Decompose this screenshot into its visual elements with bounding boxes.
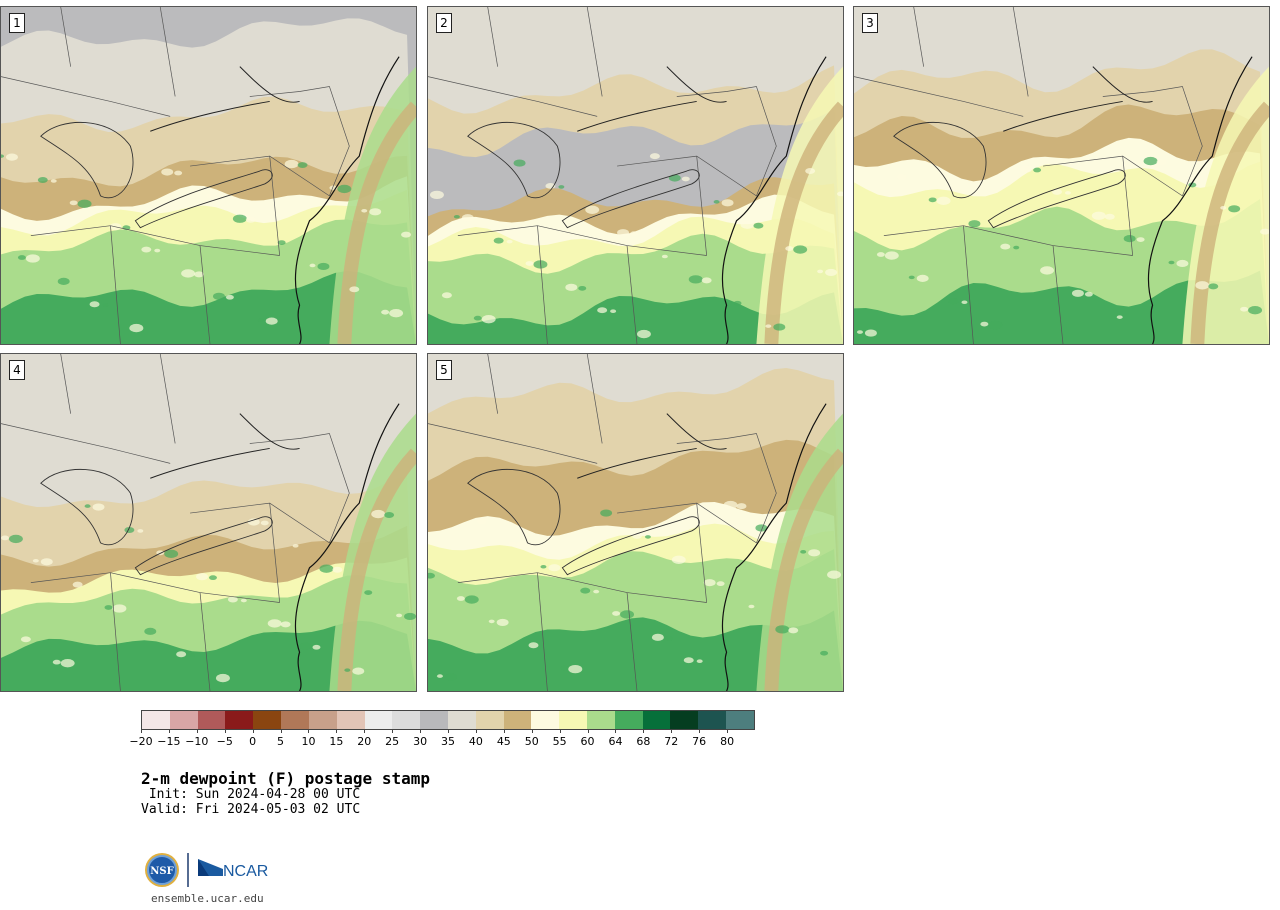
colorbar-swatch [503, 711, 532, 729]
member-label: 1 [9, 13, 25, 33]
ensemble-member-map-1: 1 [0, 6, 417, 345]
colorbar-tick-label: 30 [413, 735, 428, 748]
colorbar-swatch [447, 711, 476, 729]
colorbar-swatch [614, 711, 643, 729]
colorbar-swatch [392, 711, 421, 729]
colorbar-tick-label: 50 [524, 735, 539, 748]
colorbar-swatch [587, 711, 615, 729]
ensemble-member-map-5: 5 [427, 353, 844, 692]
valid-time: Valid: Fri 2024-05-03 02 UTC [141, 802, 361, 817]
colorbar-tick-label: −5 [216, 735, 233, 748]
dewpoint-map-4 [1, 354, 416, 691]
colorbar-tick-label: 64 [608, 735, 623, 748]
colorbar-swatch [308, 711, 337, 729]
colorbar-tick-label: 40 [468, 735, 483, 748]
init-time: Init: Sun 2024-04-28 00 UTC [141, 787, 361, 802]
svg-text:NSF: NSF [150, 866, 173, 877]
colorbar-tick-label: 55 [552, 735, 567, 748]
colorbar-tick-label: 10 [301, 735, 316, 748]
colorbar-swatch [364, 711, 393, 729]
colorbar-tick-label: 25 [385, 735, 400, 748]
sponsor-logos: NSF NCAR [143, 851, 273, 889]
ncar-logo-icon: NCAR [198, 859, 268, 880]
figure-title: 2-m dewpoint (F) postage stamp [141, 769, 430, 788]
colorbar-tick-label: 76 [692, 735, 707, 748]
colorbar [141, 710, 755, 730]
dewpoint-map-1 [1, 7, 416, 344]
colorbar-tick-label: 5 [277, 735, 285, 748]
colorbar-swatch [670, 711, 699, 729]
site-url: ensemble.ucar.edu [151, 892, 264, 905]
colorbar-swatch [475, 711, 504, 729]
colorbar-tick-label: −10 [185, 735, 209, 748]
colorbar-tick-label: 80 [720, 735, 735, 748]
colorbar-tick-label: −15 [157, 735, 181, 748]
colorbar-swatch [142, 711, 170, 729]
dewpoint-map-2 [428, 7, 843, 344]
colorbar-tick-label: 68 [636, 735, 651, 748]
colorbar-swatch [253, 711, 282, 729]
colorbar-tick-label: 60 [580, 735, 595, 748]
colorbar-tick-labels: −20 −15 −10 −5 0 5 10 15 20 25 30 35 40 45 50 55 60 64 68 7… [129, 735, 755, 749]
colorbar-swatch [531, 711, 560, 729]
colorbar-tick-label: 35 [441, 735, 455, 748]
ensemble-member-map-3: 3 [853, 6, 1270, 345]
colorbar-tick-label: −20 [129, 735, 153, 748]
dewpoint-map-3 [854, 7, 1269, 344]
ensemble-member-map-4: 4 [0, 353, 417, 692]
member-label: 2 [436, 13, 452, 33]
colorbar-tickmarks [141, 729, 755, 733]
member-label: 4 [9, 360, 25, 380]
colorbar-swatch [642, 711, 671, 729]
colorbar-swatch [698, 711, 727, 729]
colorbar-swatch [420, 711, 448, 729]
colorbar-swatch [197, 711, 226, 729]
member-label: 3 [862, 13, 878, 33]
nsf-logo-icon: NSF [145, 853, 179, 887]
colorbar-tick-label: 20 [357, 735, 372, 748]
colorbar-swatch [281, 711, 309, 729]
colorbar-tick-label: 72 [664, 735, 679, 748]
ensemble-member-map-2: 2 [427, 6, 844, 345]
colorbar-swatch [336, 711, 365, 729]
colorbar-swatch [726, 711, 754, 729]
colorbar-swatch [169, 711, 198, 729]
dewpoint-map-5 [428, 354, 843, 691]
colorbar-swatch [559, 711, 587, 729]
member-label: 5 [436, 360, 452, 380]
colorbar-tick-label: 0 [249, 735, 257, 748]
colorbar-tick-label: 45 [496, 735, 511, 748]
svg-text:NCAR: NCAR [223, 863, 268, 880]
colorbar-swatch [225, 711, 254, 729]
colorbar-tick-label: 15 [329, 735, 344, 748]
